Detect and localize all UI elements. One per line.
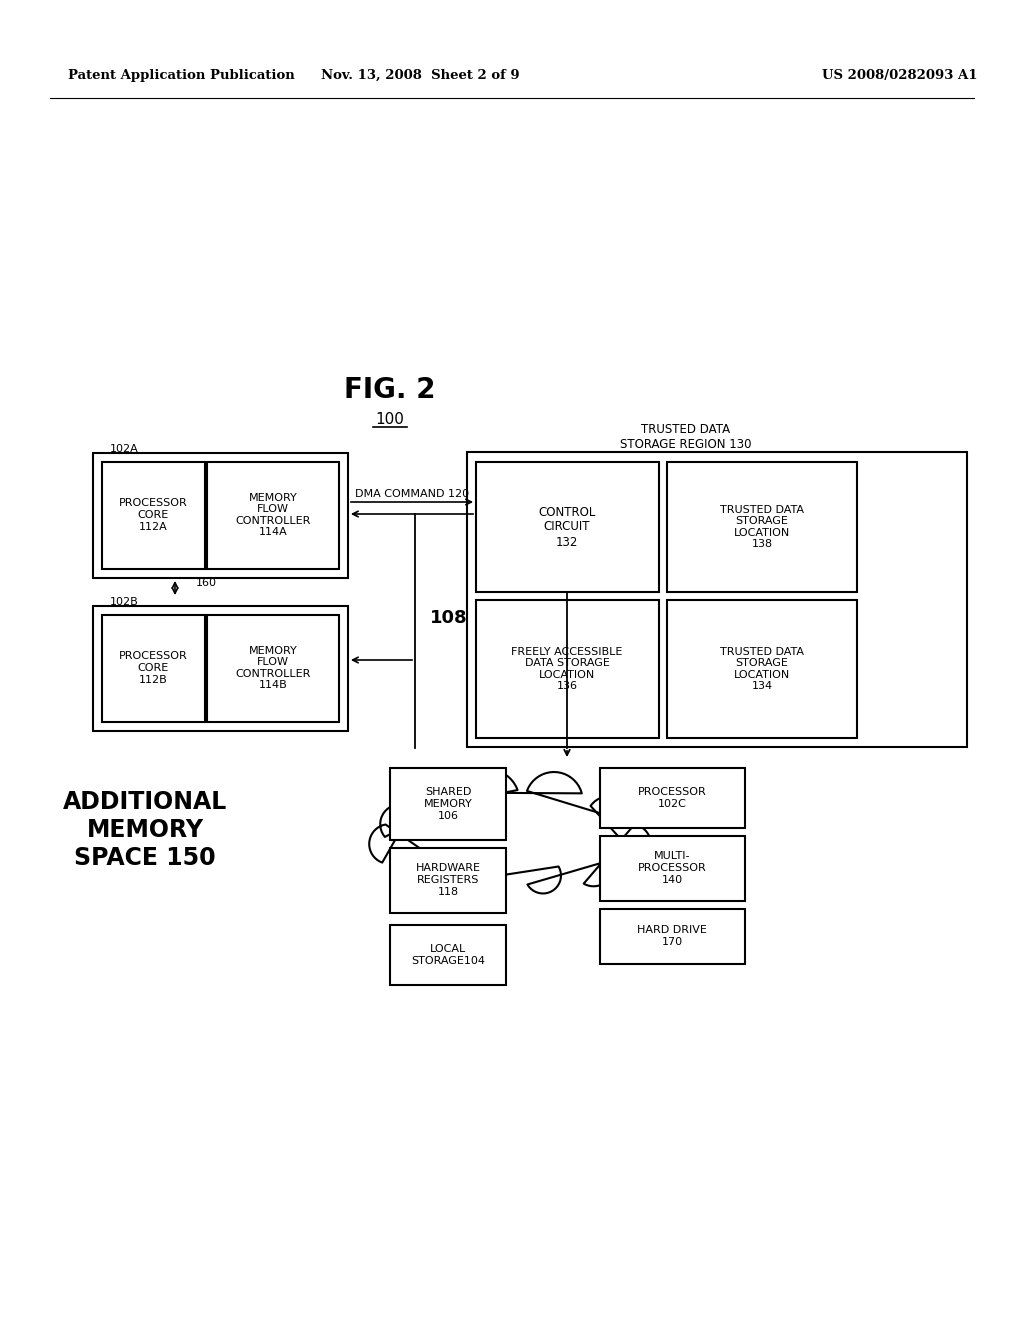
Bar — [390, 925, 506, 985]
Bar — [207, 462, 339, 569]
Text: 108: 108 — [430, 609, 468, 627]
Text: TRUSTED DATA
STORAGE
LOCATION
134: TRUSTED DATA STORAGE LOCATION 134 — [720, 647, 804, 692]
Bar — [93, 453, 348, 578]
Bar — [600, 768, 745, 828]
Bar — [600, 836, 745, 902]
Bar — [390, 768, 506, 840]
Bar — [600, 909, 745, 964]
Bar — [476, 462, 659, 591]
Text: SHARED
MEMORY
106: SHARED MEMORY 106 — [424, 788, 472, 821]
Text: HARD DRIVE
170: HARD DRIVE 170 — [637, 925, 707, 946]
Text: MEMORY
FLOW
CONTROLLER
114A: MEMORY FLOW CONTROLLER 114A — [236, 492, 310, 537]
Text: TRUSTED DATA
STORAGE REGION 130: TRUSTED DATA STORAGE REGION 130 — [621, 422, 752, 451]
Text: 102B: 102B — [110, 597, 138, 607]
Text: MULTI-
PROCESSOR
140: MULTI- PROCESSOR 140 — [638, 851, 707, 884]
Text: LOCAL
STORAGE104: LOCAL STORAGE104 — [411, 944, 485, 966]
Bar — [390, 847, 506, 913]
Text: PROCESSOR
102C: PROCESSOR 102C — [638, 787, 707, 809]
Polygon shape — [370, 770, 651, 894]
Text: Nov. 13, 2008  Sheet 2 of 9: Nov. 13, 2008 Sheet 2 of 9 — [321, 69, 519, 82]
Bar — [102, 615, 205, 722]
Text: PROCESSOR
CORE
112A: PROCESSOR CORE 112A — [119, 499, 187, 532]
Bar — [207, 615, 339, 722]
Text: ADDITIONAL
MEMORY
SPACE 150: ADDITIONAL MEMORY SPACE 150 — [62, 791, 227, 870]
Bar — [93, 606, 348, 731]
Text: PROCESSOR
CORE
112B: PROCESSOR CORE 112B — [119, 651, 187, 685]
Text: MEMORY
FLOW
CONTROLLER
114B: MEMORY FLOW CONTROLLER 114B — [236, 645, 310, 690]
Text: Patent Application Publication: Patent Application Publication — [68, 69, 295, 82]
Bar — [667, 601, 857, 738]
Text: US 2008/0282093 A1: US 2008/0282093 A1 — [822, 69, 978, 82]
Bar — [667, 462, 857, 591]
Bar — [102, 462, 205, 569]
Text: FREELY ACCESSIBLE
DATA STORAGE
LOCATION
136: FREELY ACCESSIBLE DATA STORAGE LOCATION … — [511, 647, 623, 692]
Text: FIG. 2: FIG. 2 — [344, 376, 436, 404]
Text: DMA COMMAND 120: DMA COMMAND 120 — [355, 488, 469, 499]
Text: TRUSTED DATA
STORAGE
LOCATION
138: TRUSTED DATA STORAGE LOCATION 138 — [720, 504, 804, 549]
Bar — [476, 601, 659, 738]
Text: 160: 160 — [196, 578, 217, 587]
Text: 100: 100 — [376, 412, 404, 428]
Text: 102A: 102A — [110, 444, 138, 454]
Text: CONTROL
CIRCUIT
132: CONTROL CIRCUIT 132 — [539, 506, 596, 549]
Bar — [467, 451, 967, 747]
Text: HARDWARE
REGISTERS
118: HARDWARE REGISTERS 118 — [416, 863, 480, 896]
